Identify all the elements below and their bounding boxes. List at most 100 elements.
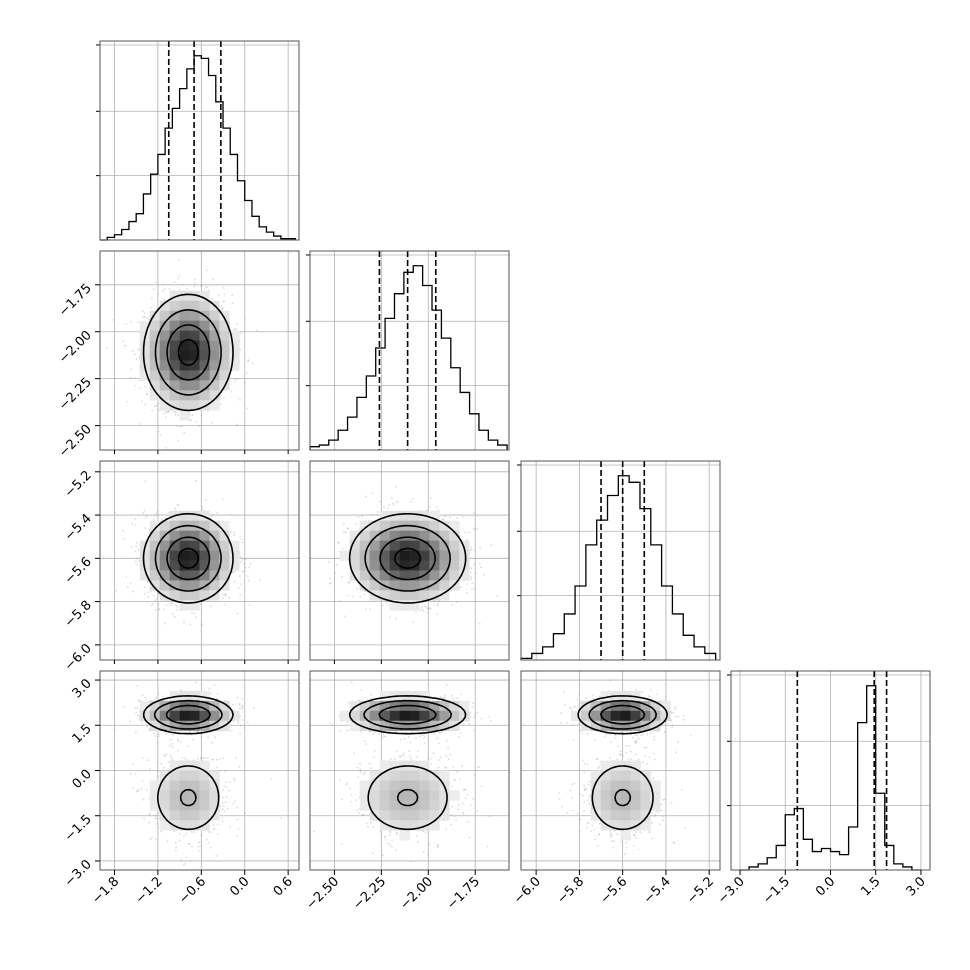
scatter-point [150,307,152,309]
scatter-point [384,735,387,738]
scatter-point [231,703,234,706]
scatter-point [459,732,462,734]
density-cell [159,570,170,581]
scatter-point [653,815,656,818]
scatter-point [462,723,465,725]
scatter-point [140,400,143,402]
scatter-point [442,518,445,521]
scatter-point [231,302,234,305]
scatter-point [363,593,366,596]
scatter-point [192,738,195,741]
scatter-point [246,407,249,410]
density-cell [199,770,210,781]
scatter-point [233,779,236,781]
density-cell [179,510,190,521]
scatter-point [151,836,153,839]
scatter-point [651,821,653,824]
scatter-point [174,413,177,416]
scatter-point [579,818,582,821]
density-cell [379,720,390,731]
scatter-point [372,826,375,829]
scatter-point [149,590,152,593]
scatter-point [232,803,235,805]
scatter-point [126,400,128,403]
contour-line [154,524,222,592]
scatter-point [129,773,132,775]
density-cell [229,350,240,361]
density-cell [349,720,361,731]
density-cell [199,570,210,581]
density-cell [169,330,180,341]
scatter-point [428,506,431,509]
density-cell [169,800,180,811]
scatter-point [455,601,458,604]
scatter-point [228,596,230,599]
density-cell [389,780,400,791]
density-cell [199,700,210,712]
density-cell [149,800,160,811]
panel-frame [99,250,300,451]
scatter-point [195,616,197,618]
density-cell [179,290,190,302]
scatter-point [144,527,146,529]
density-cell [199,360,210,371]
scatter-point [226,807,229,810]
scatter-point [462,811,464,814]
scatter-point [222,597,225,600]
scatter-point [235,327,238,330]
scatter-point [155,696,158,699]
scatter-point [361,813,364,816]
scatter-point [644,755,647,757]
scatter-point [157,603,160,606]
scatter-point [143,586,146,588]
density-cell [179,790,190,801]
scatter-point [650,812,653,815]
scatter-point [451,785,454,788]
scatter-point [471,582,474,585]
scatter-point [603,735,606,738]
panel-content [100,251,299,450]
scatter-point [462,789,465,792]
density-cell [159,330,170,341]
density-cell [209,560,220,571]
scatter-point [412,621,415,623]
scatter-point [200,834,203,836]
scatter-point [338,600,341,602]
scatter-point [144,696,147,699]
density-cell [159,350,170,361]
scatter-point [244,812,246,815]
density-cell [169,780,180,791]
scatter-point [461,765,463,768]
scatter-point [151,297,153,300]
density-cell [169,530,180,541]
density-cell [459,570,470,581]
density-cell [159,780,170,791]
density-cell [179,580,190,591]
density-cell [349,560,361,571]
scatter-point [211,758,214,761]
scatter-point [452,697,455,700]
scatter-point [367,825,369,828]
scatter-point [384,835,387,838]
scatter-point [146,759,149,762]
density-cell [379,530,390,541]
scatter-point [138,714,141,717]
density-cell [179,530,190,541]
contour-line [166,536,211,581]
scatter-point [219,394,222,397]
scatter-point [223,593,226,595]
scatter-point [241,698,244,700]
scatter-point [189,623,192,626]
scatter-point [364,495,367,498]
density-cell [149,520,160,531]
density-cell [179,720,190,731]
scatter-point [177,277,179,280]
scatter-point [473,512,475,514]
density-cell [199,800,210,811]
scatter-point [560,721,562,724]
scatter-point [456,517,459,520]
scatter-point [197,730,200,733]
scatter-point [240,724,242,727]
scatter-point [383,506,385,509]
scatter-point [160,762,163,765]
